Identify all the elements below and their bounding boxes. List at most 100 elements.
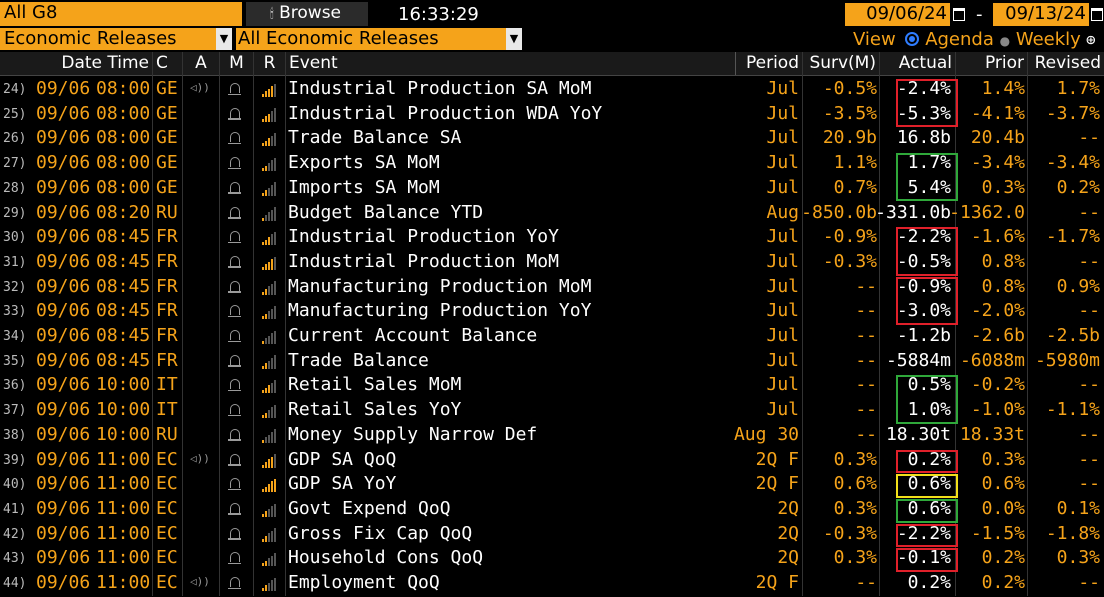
bell-icon[interactable] <box>228 502 241 515</box>
country-code: EC <box>156 448 178 470</box>
release-time: 11:00 <box>96 547 151 569</box>
table-row[interactable]: 30) 09/06 08:45 FR Industrial Production YoY… <box>0 225 1104 250</box>
relevance-bars-icon <box>262 454 278 468</box>
radio-selected-icon[interactable] <box>905 32 920 46</box>
bell-icon[interactable] <box>228 354 241 367</box>
speaker-icon[interactable]: ◁)) <box>190 451 210 465</box>
bell-icon[interactable] <box>228 181 241 194</box>
bell-icon[interactable] <box>228 577 241 589</box>
revised-value: 0.2% <box>1056 176 1100 198</box>
highlight-box <box>896 227 958 276</box>
bell-icon[interactable] <box>228 379 241 392</box>
relevance-bars-icon <box>262 404 278 419</box>
col-prior[interactable]: Prior <box>955 52 1027 75</box>
bell-icon[interactable] <box>228 157 241 170</box>
bell-icon[interactable] <box>228 231 241 244</box>
prior-value: 0.2% <box>981 572 1025 593</box>
table-row[interactable]: 42) 09/06 11:00 EC Gross Fix Cap QoQ 2Q -0.3% -… <box>0 522 1104 547</box>
country-code: EC <box>156 572 178 593</box>
table-row[interactable]: 24) 09/06 08:00 GE Industrial Production SA … <box>0 77 1104 102</box>
release-date: 09/06 <box>36 226 91 248</box>
table-row[interactable]: 25) 09/06 08:00 GE Industrial Production WDA… <box>0 102 1104 127</box>
bell-icon[interactable] <box>228 453 241 466</box>
bell-icon[interactable] <box>228 107 241 120</box>
highlight-box <box>896 498 958 523</box>
table-row[interactable]: 35) 09/06 08:45 FR Trade Balance Jul -- -5884m -… <box>0 349 1104 374</box>
table-row[interactable]: 27) 09/06 08:00 GE Exports SA MoM Jul 1.1% 1.7%… <box>0 151 1104 176</box>
table-row[interactable]: 28) 09/06 08:00 GE Imports SA MoM Jul 0.7% 5.4%… <box>0 176 1104 201</box>
survey-value: -850.0b <box>801 201 877 223</box>
bell-icon[interactable] <box>228 478 241 491</box>
country-code: FR <box>156 250 178 272</box>
table-row[interactable]: 43) 09/06 11:00 EC Household Cons QoQ 2Q 0.3% -… <box>0 546 1104 571</box>
calendar-icon[interactable] <box>1091 8 1103 21</box>
period: Aug <box>766 201 799 223</box>
table-row[interactable]: 38) 09/06 10:00 RU Money Supply Narrow Def Au… <box>0 423 1104 448</box>
date-to-field[interactable]: 09/13/24 <box>993 3 1089 26</box>
col-revised[interactable]: Revised <box>1027 52 1104 75</box>
table-row[interactable]: 31) 09/06 08:45 FR Industrial Production MoM… <box>0 250 1104 275</box>
table-row[interactable]: 26) 09/06 08:00 GE Trade Balance SA Jul 20.9b 1… <box>0 126 1104 151</box>
bell-icon[interactable] <box>228 404 241 417</box>
bell-icon[interactable] <box>228 527 241 540</box>
highlight-box <box>896 153 958 202</box>
col-event[interactable]: Event <box>285 52 735 75</box>
survey-value: -- <box>855 572 877 593</box>
release-date: 09/06 <box>36 547 91 569</box>
event-name: Industrial Production YoY <box>288 226 559 248</box>
event-name: Budget Balance YTD <box>288 201 484 223</box>
bell-icon[interactable] <box>228 552 241 565</box>
col-country[interactable]: C <box>152 52 182 75</box>
relevance-bars-icon <box>262 355 278 369</box>
prior-value: 1.4% <box>981 78 1025 99</box>
bell-icon[interactable] <box>228 330 241 342</box>
col-alert[interactable]: A <box>182 52 219 75</box>
subcategory-select[interactable]: All Economic Releases ▼ <box>236 28 522 50</box>
bell-icon[interactable] <box>228 305 241 318</box>
date-from-field[interactable]: 09/06/24 <box>845 3 950 26</box>
row-number: 31) <box>3 254 27 270</box>
table-row[interactable]: 39) 09/06 11:00 EC GDP SA QoQ 2Q F 0.3% 0.2% 0.3… <box>0 448 1104 473</box>
speaker-icon[interactable]: ◁)) <box>190 575 210 588</box>
table-row[interactable]: 36) 09/06 10:00 IT Retail Sales MoM Jul -- 0.5%… <box>0 373 1104 398</box>
revised-value: -3.7% <box>1045 102 1100 124</box>
row-number: 35) <box>3 353 27 369</box>
bell-icon[interactable] <box>228 83 241 95</box>
calendar-icon[interactable] <box>953 8 965 21</box>
view-weekly-option[interactable]: Weekly <box>1015 29 1081 50</box>
col-actual[interactable]: Actual <box>879 52 955 75</box>
speaker-icon[interactable]: ◁)) <box>190 81 210 94</box>
group-selector[interactable]: All G8 <box>0 2 242 26</box>
bell-icon[interactable] <box>228 255 241 268</box>
event-name: Industrial Production WDA YoY <box>288 102 603 124</box>
table-row[interactable]: 44) 09/06 11:00 EC Employment QoQ 2Q F -- 0.2% 0… <box>0 571 1104 596</box>
table-row[interactable]: 34) 09/06 08:45 FR Current Account Balance Ju… <box>0 324 1104 349</box>
table-row[interactable]: 29) 09/06 08:20 RU Budget Balance YTD Aug -850… <box>0 201 1104 226</box>
bell-icon[interactable] <box>228 428 241 441</box>
magnifier-plus-icon[interactable]: ⊕ <box>1086 30 1096 49</box>
event-name: Industrial Production SA MoM <box>288 78 592 99</box>
relevance-bars-icon <box>262 132 278 147</box>
release-date: 09/06 <box>36 399 91 421</box>
table-row[interactable]: 41) 09/06 11:00 EC Govt Expend QoQ 2Q 0.3% 0.6%… <box>0 497 1104 522</box>
table-row[interactable]: 37) 09/06 10:00 IT Retail Sales YoY Jul -- 1.0%… <box>0 398 1104 423</box>
bell-icon[interactable] <box>228 280 241 293</box>
col-relevance[interactable]: R <box>253 52 285 75</box>
survey-value: 0.3% <box>833 497 877 519</box>
revised-value: -- <box>1078 572 1100 593</box>
col-monitor[interactable]: M <box>219 52 253 75</box>
category-select[interactable]: Economic Releases ▼ <box>0 28 232 50</box>
bell-icon[interactable] <box>228 132 241 145</box>
browse-button[interactable]: 🕯 Browse <box>246 2 368 26</box>
release-time: 08:00 <box>96 127 151 149</box>
table-row[interactable]: 40) 09/06 11:00 EC GDP SA YoY 2Q F 0.6% 0.6% 0.6… <box>0 472 1104 497</box>
col-datetime[interactable]: Date Time <box>61 53 149 73</box>
table-row[interactable]: 32) 09/06 08:45 FR Manufacturing Production … <box>0 275 1104 300</box>
bell-icon[interactable] <box>228 206 241 219</box>
row-number: 32) <box>3 279 27 295</box>
view-agenda-option[interactable]: Agenda <box>925 29 994 50</box>
column-divider <box>879 52 880 596</box>
col-survey[interactable]: Surv(M) <box>802 52 879 75</box>
col-period[interactable]: Period <box>735 52 802 75</box>
table-row[interactable]: 33) 09/06 08:45 FR Manufacturing Production … <box>0 299 1104 324</box>
